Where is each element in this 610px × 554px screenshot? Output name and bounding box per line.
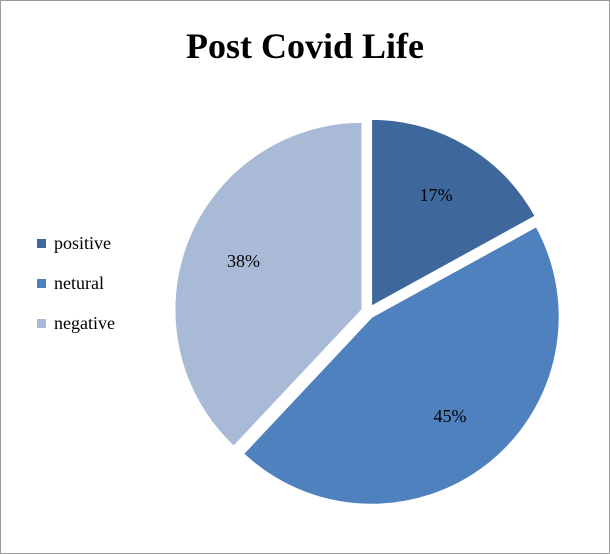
pie-slice-negative [173, 120, 364, 449]
legend-swatch-positive [37, 238, 46, 248]
legend-label-negative: negative [54, 312, 115, 333]
legend-item-negative: negative [37, 303, 187, 343]
pie-slice-positive [370, 117, 538, 309]
legend: positive netural negative [37, 223, 187, 343]
slice-label-negative: 38% [227, 251, 260, 271]
legend-swatch-negative [37, 318, 46, 328]
legend-item-netural: netural [37, 263, 187, 303]
legend-label-netural: netural [54, 272, 104, 293]
legend-label-positive: positive [54, 232, 111, 253]
slice-label-netural: 45% [434, 406, 467, 426]
legend-swatch-netural [37, 278, 46, 288]
pie-slice-netural [241, 224, 561, 506]
chart-title: Post Covid Life [186, 26, 424, 66]
slice-label-positive: 17% [420, 185, 453, 205]
legend-item-positive: positive [37, 223, 187, 263]
